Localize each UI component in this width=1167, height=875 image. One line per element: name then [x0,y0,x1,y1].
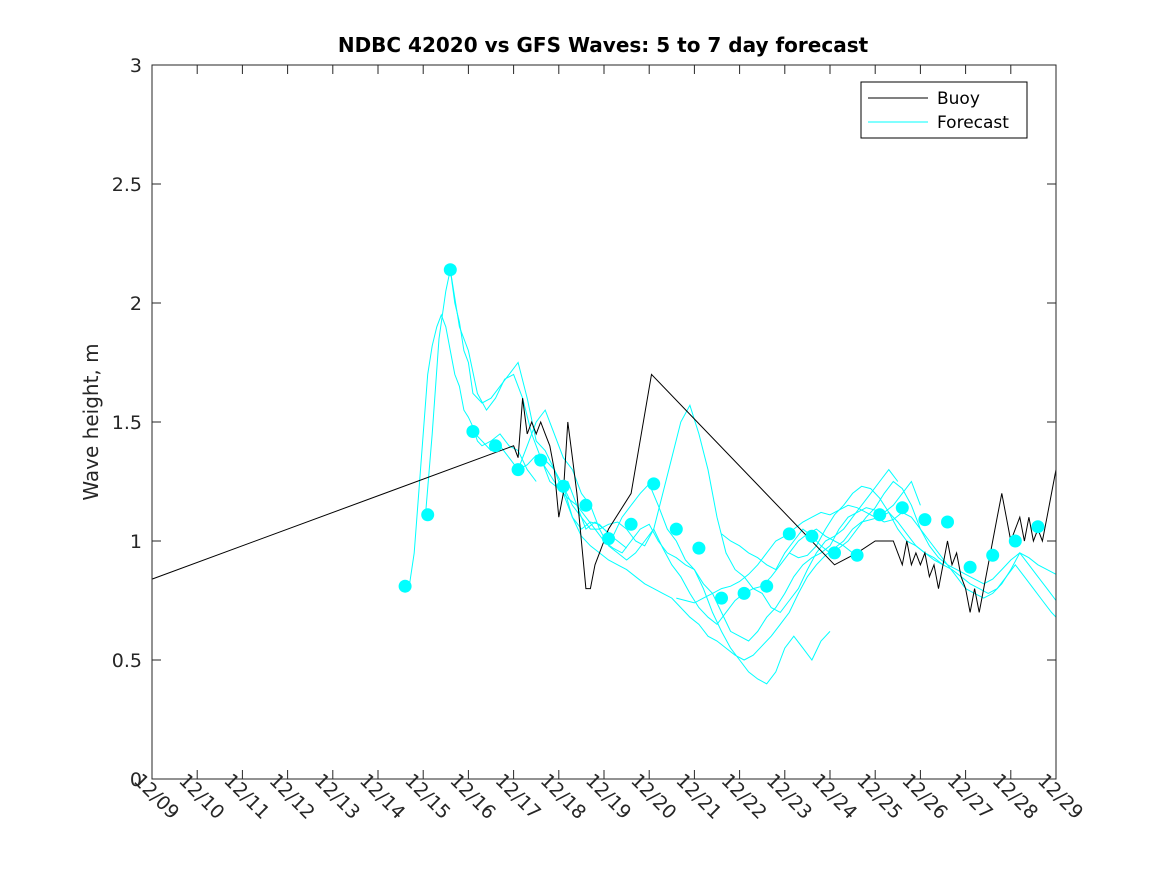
forecast-marker [805,529,819,543]
legend: Buoy Forecast [860,81,1028,139]
forecast-marker [647,477,661,491]
forecast-marker [1031,520,1045,534]
buoy-line [151,373,1057,613]
marker-layer [398,263,1045,605]
y-tick-label: 1 [130,531,142,553]
y-tick-label: 2.5 [112,174,142,196]
forecast-marker [421,508,435,522]
y-tick-label: 3 [130,55,142,77]
forecast-line-9 [721,480,1057,601]
forecast-marker [873,508,887,522]
forecast-marker [511,463,525,477]
forecast-marker [986,548,1000,562]
forecast-marker [579,498,593,512]
forecast-marker [624,517,638,531]
forecast-marker [489,439,502,453]
y-tick-label: 2 [130,293,142,315]
y-axis-label: Wave height, m [79,343,103,500]
forecast-marker [602,532,615,546]
forecast-line-5 [517,404,899,614]
forecast-marker [963,560,977,574]
forecast-marker [737,586,751,600]
y-tick-label: 1.5 [112,412,142,434]
forecast-marker [828,546,841,560]
forecast-marker [556,479,570,493]
forecast-marker [692,541,706,555]
forecast-line-1 [402,313,537,587]
forecast-marker [466,425,480,438]
forecast-marker [1008,534,1022,548]
forecast-marker [398,579,412,593]
forecast-marker [918,513,932,527]
forecast-line-3 [449,269,831,685]
y-tick-label: 0.5 [112,650,142,672]
forecast-marker [941,515,954,529]
y-tick-label: 0 [130,769,142,791]
legend-box [860,81,1028,139]
forecast-marker [895,501,909,515]
forecast-marker [669,522,683,536]
legend-buoy-label: Buoy [937,89,980,109]
chart-title: NDBC 42020 vs GFS Waves: 5 to 7 day fore… [338,33,869,57]
forecast-marker [850,548,864,562]
legend-forecast-label: Forecast [937,113,1009,133]
x-tick-label: 12/29 [1033,770,1087,824]
forecast-marker [760,579,774,593]
forecast-marker [715,591,728,605]
forecast-marker [443,263,457,277]
forecast-marker [782,527,796,541]
forecast-marker [534,453,548,467]
plot-area [152,65,1056,779]
forecast-line-8 [676,504,1057,604]
